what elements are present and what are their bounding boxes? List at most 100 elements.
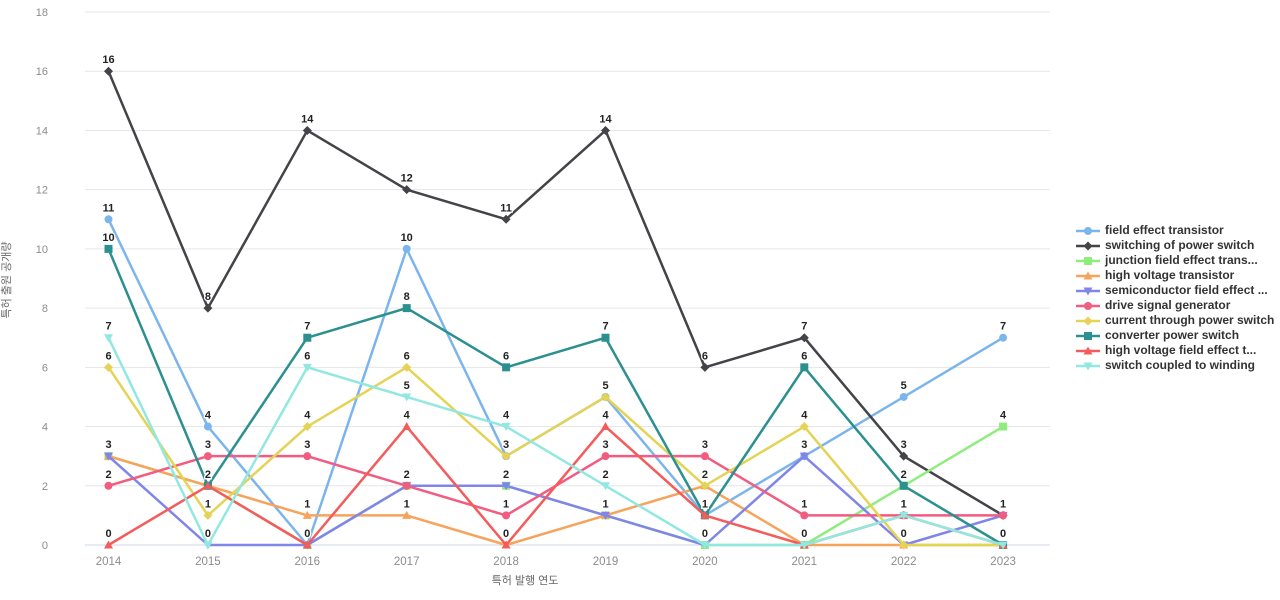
data-point-marker (799, 452, 809, 461)
data-point-label: 2 (205, 469, 211, 481)
data-point-label: 2 (105, 469, 111, 481)
data-point-marker (104, 66, 113, 76)
y-tick-label: 12 (36, 185, 48, 197)
data-point-label: 2 (503, 469, 509, 481)
data-point-marker (402, 244, 411, 253)
data-point-label: 4 (205, 410, 212, 422)
data-point-marker (203, 452, 212, 461)
data-point-label: 4 (304, 410, 311, 422)
data-point-marker (203, 481, 213, 490)
x-tick-label: 2020 (692, 556, 718, 568)
data-point-marker (501, 423, 511, 432)
data-point-label: 3 (801, 439, 807, 451)
data-point-marker (203, 303, 213, 313)
data-point-marker (601, 392, 610, 402)
data-point-label: 1 (1000, 498, 1006, 510)
legend-item-high-voltage-field-effect-t[interactable]: high voltage field effect t... (1076, 343, 1274, 358)
data-point-label: 2 (702, 469, 708, 481)
x-tick-label: 2021 (792, 556, 818, 568)
y-tick-label: 0 (42, 540, 48, 552)
legend-item-drive-signal-generator[interactable]: drive signal generator (1076, 298, 1274, 313)
data-point-label: 0 (503, 528, 509, 540)
data-point-marker (799, 422, 809, 432)
data-point-label: 7 (105, 321, 111, 333)
data-point-marker (501, 540, 511, 549)
data-point-marker (899, 540, 909, 550)
data-point-label: 5 (602, 380, 608, 392)
data-point-label: 1 (602, 498, 608, 510)
data-point-marker (302, 363, 312, 372)
legend-item-high-voltage-transistor[interactable]: high voltage transistor (1076, 268, 1274, 283)
data-point-label: 0 (503, 528, 509, 540)
legend-item-semiconductor-field-effect[interactable]: semiconductor field effect ... (1076, 283, 1274, 298)
legend-item-label: switch coupled to winding (1105, 358, 1255, 372)
data-point-label: 0 (1000, 528, 1006, 540)
data-point-label: 8 (205, 291, 211, 303)
y-axis-title: 특허 출원 공개량 (1, 241, 13, 319)
data-point-marker (899, 392, 908, 401)
data-point-marker (303, 333, 312, 342)
data-point-marker (402, 422, 412, 431)
data-point-label: 0 (304, 528, 310, 540)
data-point-label: 1 (702, 498, 708, 510)
data-point-label: 0 (1000, 528, 1006, 540)
data-point-marker (104, 481, 113, 490)
legend-item-label: current through power switch (1105, 313, 1275, 327)
data-point-label: 0 (304, 528, 310, 540)
data-point-label: 1 (205, 498, 211, 510)
data-point-label: 10 (102, 232, 114, 244)
data-point-marker (501, 451, 511, 461)
data-point-label: 0 (1000, 528, 1006, 540)
data-point-label: 5 (901, 380, 907, 392)
data-point-marker (302, 540, 312, 549)
data-point-marker (303, 452, 312, 461)
data-point-label: 1 (901, 498, 907, 510)
data-point-label: 0 (702, 528, 708, 540)
data-point-marker (502, 511, 511, 520)
data-point-label: 7 (1000, 321, 1006, 333)
legend-item-converter-power-switch[interactable]: converter power switch (1076, 328, 1274, 343)
x-tick-label: 2022 (891, 556, 917, 568)
data-point-marker (501, 482, 511, 491)
data-point-label: 3 (602, 439, 608, 451)
data-point-label: 6 (304, 350, 310, 362)
data-point-label: 11 (500, 202, 512, 214)
y-gridlines (85, 11, 1050, 487)
data-point-label: 7 (304, 321, 310, 333)
data-point-marker (601, 125, 610, 135)
legend-marker-icon (1076, 287, 1100, 295)
data-point-label: 0 (801, 528, 807, 540)
data-point-label: 3 (503, 439, 509, 451)
data-point-label: 0 (304, 528, 310, 540)
data-point-marker (601, 452, 610, 461)
data-point-marker (998, 541, 1008, 550)
data-point-marker (402, 393, 412, 402)
y-tick-label: 14 (36, 125, 48, 137)
data-point-label: 14 (301, 113, 314, 125)
data-point-marker (104, 452, 113, 461)
series-field-effect-transistor (104, 215, 1008, 549)
legend-item-current-through-power-switch[interactable]: current through power switch (1076, 313, 1274, 328)
legend-item-junction-field-effect-trans[interactable]: junction field effect trans... (1076, 253, 1274, 268)
data-point-label: 7 (801, 321, 807, 333)
data-point-marker (104, 540, 113, 549)
legend-item-switching-of-power-switch[interactable]: switching of power switch (1076, 238, 1274, 253)
legend-item-switch-coupled-to-winding[interactable]: switch coupled to winding (1076, 358, 1274, 373)
data-point-label: 1 (702, 498, 708, 510)
x-tick-label: 2015 (195, 556, 221, 568)
data-point-label: 2 (901, 469, 907, 481)
data-point-label: 0 (801, 528, 807, 540)
data-point-marker (700, 362, 710, 372)
legend-item-field-effect-transistor[interactable]: field effect transistor (1076, 223, 1274, 238)
data-point-label: 2 (702, 469, 708, 481)
data-point-label: 1 (602, 498, 608, 510)
legend-marker-icon (1076, 226, 1100, 235)
data-point-label: 1 (801, 498, 807, 510)
data-point-label: 6 (503, 350, 509, 362)
data-point-label: 16 (102, 54, 114, 66)
data-point-label: 1 (1000, 498, 1006, 510)
data-point-label: 1 (1000, 498, 1006, 510)
data-point-label: 0 (1000, 528, 1006, 540)
